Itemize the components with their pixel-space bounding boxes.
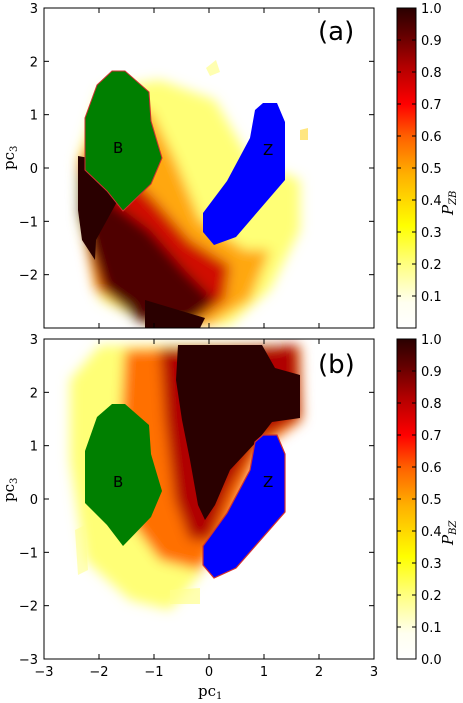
colorbar-b-ticks: 0.0 0.1 0.2 0.3 0.4 0.5 0.6 0.7 0.8 0.9 1.0 xyxy=(397,333,442,668)
panel-b-axes: −3 −2 −1 0 1 2 3 −3 −2 −1 0 1 2 3 xyxy=(19,333,378,680)
y-tick-label: −1 xyxy=(19,215,38,230)
y-tick-label: 0 xyxy=(30,493,38,508)
y-tick-label: −2 xyxy=(19,269,38,284)
panel-a-ylabel: pc3 xyxy=(0,146,20,170)
x-tick-label: −3 xyxy=(34,665,53,680)
colorbar-a-label-sub: ZB xyxy=(448,191,459,206)
y-tick-label: −1 xyxy=(19,546,38,561)
colorbar-tick-label: 0.2 xyxy=(421,589,442,604)
colorbar-tick-label: 0.0 xyxy=(421,653,442,668)
colorbar-tick-label: 1.0 xyxy=(421,2,442,17)
y-tick-label: 0 xyxy=(30,162,38,177)
colorbar-tick-label: 0.1 xyxy=(421,290,442,305)
x-tick-label: 2 xyxy=(315,665,323,680)
region-z-label-a: Z xyxy=(263,141,273,159)
y-tick-label: 2 xyxy=(30,55,38,70)
colorbar-tick-label: 0.8 xyxy=(421,397,442,412)
colorbar-tick-label: 0.4 xyxy=(421,194,442,209)
panel-b-ylabel: pc3 xyxy=(0,478,20,502)
y-tick-label: 3 xyxy=(30,333,38,348)
region-b-b xyxy=(85,404,162,546)
panel-a-axes: −2 −1 0 1 2 3 xyxy=(19,2,375,328)
panel-a-label: (a) xyxy=(318,17,354,47)
x-tick-label: −1 xyxy=(144,665,163,680)
colorbar-b-label: PBZ xyxy=(439,520,459,546)
y-tick-label: −3 xyxy=(19,653,38,668)
region-b-label-a: B xyxy=(113,139,123,157)
region-z-a xyxy=(203,103,285,245)
x-tick-label: 1 xyxy=(260,665,268,680)
colorbar-a-label-main: P xyxy=(439,204,457,216)
colorbar-tick-label: 0.1 xyxy=(421,621,442,636)
x-tick-label: −2 xyxy=(89,665,108,680)
panel-b-xlabel-main: pc xyxy=(198,682,216,700)
colorbar-tick-label: 0.9 xyxy=(421,34,442,49)
colorbar-a-ticks: 0.1 0.2 0.3 0.4 0.5 0.6 0.7 0.8 0.9 1.0 xyxy=(397,2,442,305)
colorbar-tick-label: 0.5 xyxy=(421,162,442,177)
colorbar-tick-label: 0.5 xyxy=(421,493,442,508)
region-z-b xyxy=(202,434,286,579)
colorbar-tick-label: 0.3 xyxy=(421,226,442,241)
colorbar-tick-label: 0.7 xyxy=(421,429,442,444)
y-tick-label: 2 xyxy=(30,386,38,401)
panel-a-ylabel-main: pc xyxy=(0,152,18,170)
colorbar-tick-label: 0.9 xyxy=(421,365,442,380)
colorbar-tick-label: 0.6 xyxy=(421,461,442,476)
y-tick-label: 1 xyxy=(30,440,38,455)
region-b-label-b: B xyxy=(113,473,123,491)
colorbar-tick-label: 0.6 xyxy=(421,130,442,145)
x-tick-label: 3 xyxy=(370,665,378,680)
colorbar-tick-label: 0.3 xyxy=(421,557,442,572)
colorbar-tick-label: 0.8 xyxy=(421,66,442,81)
panel-b-xlabel: pc1 xyxy=(198,682,222,702)
colorbar-tick-label: 0.4 xyxy=(421,525,442,540)
region-z-label-b: Z xyxy=(263,473,273,491)
panel-b-xlabel-sub: 1 xyxy=(216,691,222,702)
panel-b-label: (b) xyxy=(318,350,355,380)
y-tick-label: 3 xyxy=(30,2,38,17)
panel-b-ylabel-sub: 3 xyxy=(9,478,20,484)
y-tick-label: −2 xyxy=(19,600,38,615)
y-tick-label: 1 xyxy=(30,109,38,124)
panel-a-ylabel-sub: 3 xyxy=(9,146,20,152)
colorbar-a-label: PZB xyxy=(439,191,459,216)
panel-b-ylabel-main: pc xyxy=(0,484,18,502)
region-b-a xyxy=(84,70,163,212)
colorbar-tick-label: 1.0 xyxy=(421,333,442,348)
x-tick-label: 0 xyxy=(205,665,213,680)
panel-a-heatmap: B Z xyxy=(78,60,308,328)
colorbar-b-label-main: P xyxy=(439,534,457,546)
panel-b-heatmap: B Z xyxy=(70,345,302,610)
colorbar-b-label-sub: BZ xyxy=(448,520,459,536)
colorbar-tick-label: 0.2 xyxy=(421,258,442,273)
colorbar-tick-label: 0.7 xyxy=(421,98,442,113)
